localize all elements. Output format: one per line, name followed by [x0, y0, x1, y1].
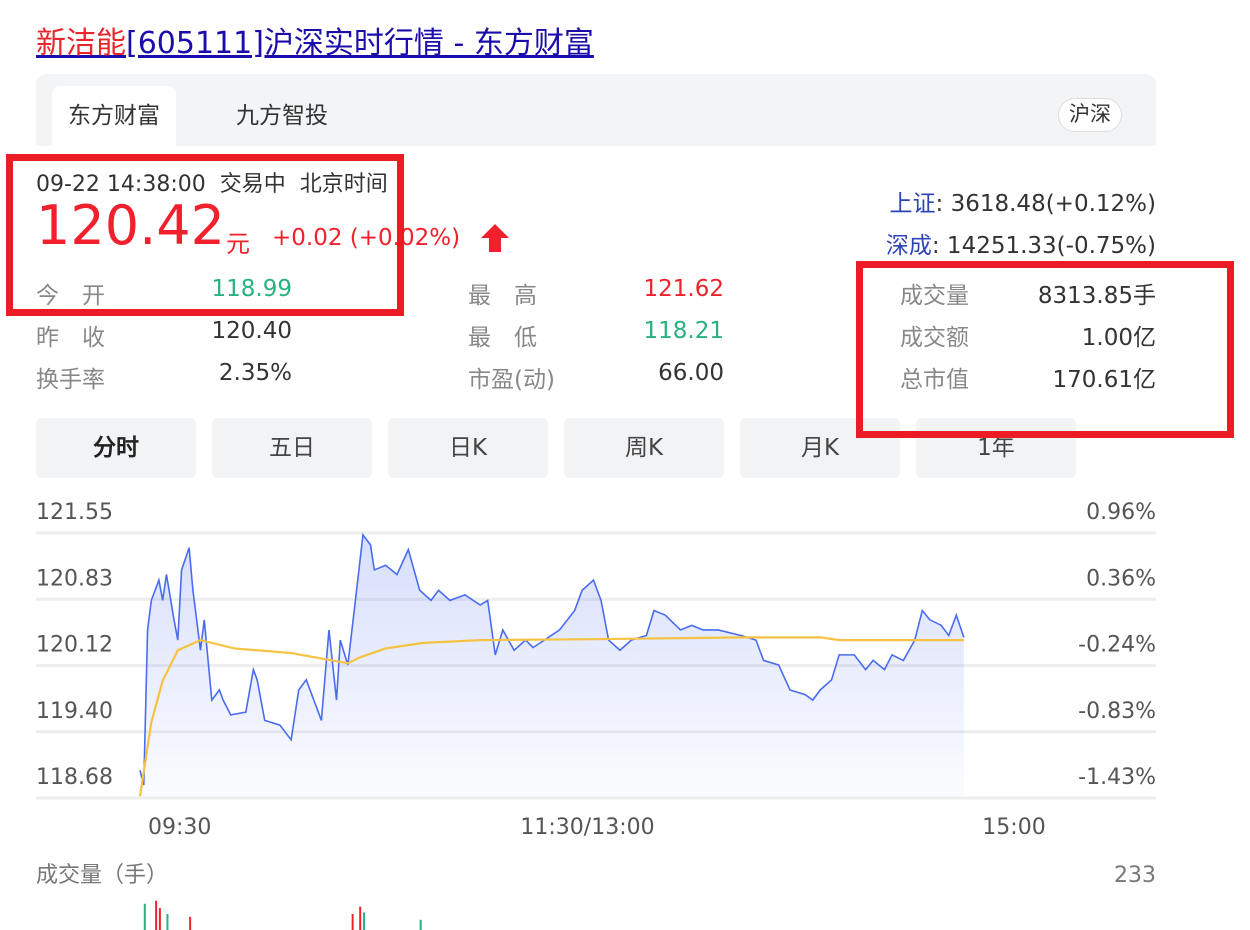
stat-label: 总市值 [900, 367, 969, 393]
period-tab[interactable]: 日K [388, 418, 548, 478]
volume-max: 233 [1114, 863, 1156, 888]
pct-tick-label: -0.83% [1078, 699, 1156, 724]
volume-label: 成交量（手） [36, 863, 168, 888]
period-tab[interactable]: 周K [564, 418, 724, 478]
market-badge[interactable]: 沪深 [1058, 98, 1122, 132]
stat-value: 118.21 [643, 318, 724, 344]
stat-label: 最 高 [468, 283, 537, 309]
pct-tick-label: 0.96% [1086, 500, 1156, 525]
pct-tick-label: -0.24% [1078, 633, 1156, 658]
title-link[interactable]: [605111]沪深实时行情 - 东方财富 [126, 26, 594, 61]
source-tabbar: 东方财富 九方智投 沪深 [36, 74, 1156, 146]
page-title[interactable]: 新洁能[605111]沪深实时行情 - 东方财富 [36, 18, 594, 62]
x-tick-label: 15:00 [982, 815, 1045, 840]
index-shanghai[interactable]: 上证: 3618.48(+0.12%) [889, 191, 1156, 217]
stat-label: 换手率 [36, 367, 105, 393]
y-tick-label: 120.12 [36, 633, 113, 658]
volume-bar [166, 913, 169, 930]
volume-bar [351, 913, 354, 930]
volume-bar [143, 903, 146, 930]
y-tick-label: 118.68 [36, 765, 113, 790]
stat-value: 1.00亿 [1081, 325, 1156, 351]
period-tab[interactable]: 月K [740, 418, 900, 478]
stat-value: 120.40 [211, 318, 292, 344]
volume-bar [158, 908, 161, 930]
stat-label: 昨 收 [36, 325, 105, 351]
current-price: 120.42 [36, 194, 225, 257]
volume-bar [189, 916, 192, 930]
tab-jiufang[interactable]: 九方智投 [236, 103, 328, 129]
x-tick-label: 11:30/13:00 [520, 815, 654, 840]
stat-value: 118.99 [211, 276, 292, 302]
highlight-box-volume [856, 261, 1234, 438]
quote-time: 09-22 14:38:00 交易中 北京时间 [36, 172, 388, 197]
y-tick-label: 120.83 [36, 566, 113, 591]
volume-bar [362, 912, 365, 930]
stat-value: 8313.85手 [1037, 283, 1156, 309]
pct-tick-label: -1.43% [1078, 765, 1156, 790]
volume-bar [359, 906, 362, 930]
intraday-chart[interactable]: 121.55 0.96% 120.83 0.36% 120.12 -0.24% 119.40… [0, 480, 1250, 930]
stat-label: 今 开 [36, 283, 105, 309]
stat-label: 成交量 [900, 283, 969, 309]
price-line [139, 532, 965, 786]
stat-label: 最 低 [468, 325, 537, 351]
average-line [138, 636, 964, 797]
period-tab[interactable]: 五日 [212, 418, 372, 478]
period-tab[interactable]: 1年 [916, 418, 1076, 478]
stat-value: 121.62 [643, 276, 724, 302]
stat-label: 成交额 [900, 325, 969, 351]
price-change: +0.02 (+0.02%) [272, 225, 461, 251]
price-area [140, 534, 964, 798]
x-tick-label: 09:30 [148, 815, 211, 840]
stat-value: 66.00 [658, 360, 724, 386]
tab-eastmoney[interactable]: 东方财富 [52, 86, 176, 146]
stat-value: 170.61亿 [1052, 367, 1156, 393]
volume-bar [419, 919, 422, 930]
y-tick-label: 121.55 [36, 500, 113, 525]
arrow-up-icon [480, 222, 510, 258]
stock-name-link[interactable]: 新洁能 [36, 26, 126, 61]
price-unit: 元 [226, 230, 250, 258]
index-shenzhen[interactable]: 深成: 14251.33(-0.75%) [885, 233, 1156, 259]
trade-status: 交易中 [219, 172, 286, 197]
volume-bar [155, 900, 158, 930]
y-tick-label: 119.40 [36, 699, 113, 724]
highlight-box-price [6, 154, 404, 316]
stat-label: 市盈(动) [468, 367, 555, 393]
pct-tick-label: 0.36% [1086, 566, 1156, 591]
period-tab[interactable]: 分时 [36, 418, 196, 478]
stat-value: 2.35% [218, 360, 292, 386]
